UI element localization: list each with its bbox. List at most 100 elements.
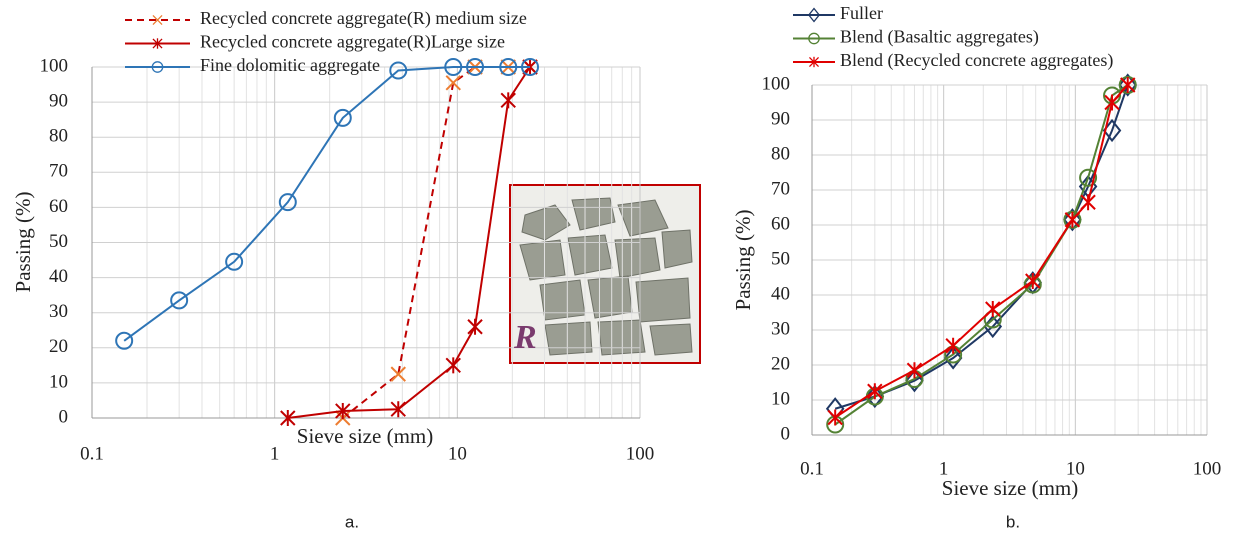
marker bbox=[1025, 273, 1041, 289]
series-line bbox=[834, 84, 1129, 419]
legend-label: Fuller bbox=[840, 3, 883, 23]
marker-shape bbox=[808, 32, 820, 45]
marker-shape bbox=[1118, 73, 1138, 97]
legend-label: Fine dolomitic aggregate bbox=[200, 55, 380, 75]
marker-shape bbox=[278, 193, 297, 212]
series-line bbox=[834, 84, 1129, 410]
marker bbox=[1064, 211, 1081, 228]
x-tick-label: 0.1 bbox=[80, 443, 104, 464]
y-tick-label: 40 bbox=[771, 283, 790, 304]
y-tick-label: 40 bbox=[49, 266, 68, 287]
marker-shape bbox=[445, 75, 461, 91]
marker bbox=[943, 346, 963, 370]
marker bbox=[225, 252, 244, 271]
y-tick-label: 50 bbox=[49, 231, 68, 252]
marker-shape bbox=[115, 331, 134, 350]
marker bbox=[389, 61, 408, 80]
y-tick-label: 50 bbox=[771, 248, 790, 269]
y-axis-label: Passing (%) bbox=[11, 192, 35, 293]
marker-shape bbox=[1079, 168, 1098, 187]
gravel bbox=[519, 197, 693, 356]
marker-shape bbox=[466, 58, 485, 76]
caption: a. bbox=[345, 512, 359, 531]
x-tick-label: 10 bbox=[1066, 458, 1085, 479]
marker-shape bbox=[807, 7, 821, 23]
marker bbox=[444, 58, 463, 76]
marker bbox=[905, 369, 924, 393]
marker-shape bbox=[444, 58, 463, 76]
x-axis-label: Sieve size (mm) bbox=[942, 476, 1078, 500]
marker-shape bbox=[333, 108, 352, 127]
marker-shape bbox=[170, 291, 189, 310]
y-tick-label: 100 bbox=[40, 55, 69, 76]
marker bbox=[445, 75, 461, 91]
y-tick-label: 30 bbox=[771, 318, 790, 339]
y-tick-label: 0 bbox=[59, 406, 69, 427]
series-line bbox=[834, 84, 1129, 426]
legend-marker bbox=[807, 7, 821, 23]
marker bbox=[445, 357, 461, 374]
marker bbox=[467, 318, 483, 335]
y-tick-label: 60 bbox=[771, 213, 790, 234]
x-tick-label: 100 bbox=[626, 443, 655, 464]
marker bbox=[1120, 77, 1136, 93]
marker-shape bbox=[389, 61, 408, 80]
marker bbox=[985, 301, 1001, 317]
y-tick-label: 70 bbox=[49, 161, 68, 182]
y-tick-label: 20 bbox=[49, 336, 68, 357]
y-axis-label: Passing (%) bbox=[731, 210, 755, 311]
marker bbox=[390, 401, 406, 418]
marker-shape bbox=[1063, 208, 1082, 232]
marker bbox=[390, 366, 406, 382]
x-axis-label: Sieve size (mm) bbox=[297, 424, 433, 448]
marker bbox=[945, 337, 961, 354]
marker bbox=[1104, 94, 1120, 111]
x-tick-label: 0.1 bbox=[800, 458, 824, 479]
legend-label: Recycled concrete aggregate(R) medium si… bbox=[200, 8, 527, 29]
marker bbox=[1118, 73, 1138, 97]
caption: b. bbox=[1006, 512, 1020, 531]
series-line bbox=[123, 66, 531, 342]
x-tick-label: 100 bbox=[1193, 458, 1222, 479]
x-tick-label: 1 bbox=[270, 443, 280, 464]
y-tick-label: 90 bbox=[49, 90, 68, 111]
y-tick-label: 70 bbox=[771, 178, 790, 199]
marker bbox=[867, 383, 883, 400]
marker bbox=[1080, 194, 1096, 211]
marker-shape bbox=[152, 14, 163, 26]
legend-label: Blend (Recycled concrete aggregates) bbox=[840, 50, 1113, 71]
marker-shape bbox=[499, 58, 518, 76]
marker bbox=[335, 402, 351, 419]
marker bbox=[170, 291, 189, 310]
y-tick-label: 80 bbox=[771, 143, 790, 164]
legend-marker bbox=[151, 61, 164, 73]
marker bbox=[906, 362, 923, 379]
y-tick-label: 100 bbox=[762, 73, 791, 94]
y-tick-label: 10 bbox=[49, 371, 68, 392]
x-tick-label: 10 bbox=[448, 443, 467, 464]
inset-photo bbox=[509, 184, 701, 364]
marker bbox=[278, 193, 297, 212]
x-tick-label: 1 bbox=[939, 458, 949, 479]
y-tick-label: 0 bbox=[781, 423, 791, 444]
marker bbox=[827, 409, 843, 426]
inset-label: R bbox=[513, 319, 537, 356]
marker-shape bbox=[225, 252, 244, 271]
marker-shape bbox=[905, 369, 924, 393]
marker-shape bbox=[943, 346, 963, 370]
y-tick-label: 20 bbox=[771, 353, 790, 374]
marker bbox=[1079, 168, 1098, 187]
marker-shape bbox=[151, 61, 164, 73]
legend-marker bbox=[152, 38, 163, 49]
marker bbox=[499, 58, 518, 76]
y-tick-label: 60 bbox=[49, 196, 68, 217]
marker-shape bbox=[390, 366, 406, 382]
marker bbox=[500, 92, 516, 109]
marker bbox=[521, 58, 540, 76]
marker bbox=[333, 108, 352, 127]
y-tick-label: 10 bbox=[771, 388, 790, 409]
marker bbox=[115, 331, 134, 350]
marker bbox=[466, 58, 485, 76]
